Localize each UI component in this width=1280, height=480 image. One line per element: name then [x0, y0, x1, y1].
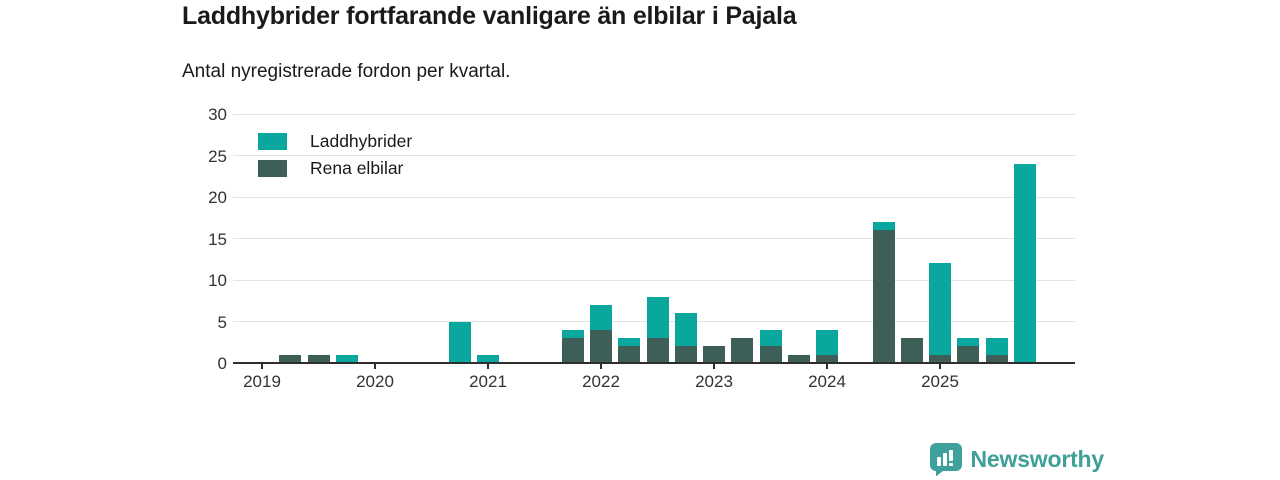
brand-name: Newsworthy: [970, 445, 1105, 472]
gridline: [233, 113, 1075, 115]
bar-segment-laddhybrider: [674, 313, 697, 347]
x-axis-tick: [939, 364, 941, 369]
bar-segment-rena-elbilar: [590, 329, 612, 363]
chart-title: Laddhybrider fortfarande vanligare än el…: [182, 2, 797, 30]
x-axis-tick: [487, 364, 489, 369]
y-tick-label: 10: [208, 271, 227, 290]
bar-segment-rena-elbilar: [646, 338, 669, 363]
laddhybrider-swatch-icon: [258, 133, 287, 150]
bar-segment-laddhybrider: [618, 338, 641, 347]
x-axis-tick: [374, 364, 376, 369]
chart-subtitle: Antal nyregistrerade fordon per kvartal.: [182, 61, 511, 82]
bar-segment-laddhybrider: [561, 329, 584, 339]
bar-segment-rena-elbilar: [703, 346, 725, 363]
bar-segment-laddhybrider: [929, 263, 951, 355]
x-tick-label: 2019: [243, 372, 281, 391]
gridline: [233, 238, 1075, 239]
bar-segment-rena-elbilar: [307, 354, 330, 363]
bar-segment-rena-elbilar: [618, 346, 641, 363]
x-axis-tick: [826, 364, 828, 369]
bar-segment-laddhybrider: [448, 321, 471, 363]
bar-segment-rena-elbilar: [985, 354, 1008, 363]
bar-segment-rena-elbilar: [872, 230, 895, 363]
legend-label: Laddhybrider: [310, 131, 413, 151]
bar-segment-laddhybrider: [1013, 163, 1036, 363]
x-tick-label: 2025: [921, 372, 959, 391]
y-tick-label: 25: [208, 146, 227, 166]
bar-segment-laddhybrider: [335, 354, 358, 363]
y-tick-label: 0: [217, 354, 227, 373]
rena-elbilar-swatch-icon: [258, 160, 287, 177]
bar-segment-laddhybrider: [816, 329, 838, 355]
bar-segment-laddhybrider: [646, 296, 669, 339]
x-tick-label: 2023: [695, 372, 733, 391]
bar-segment-rena-elbilar: [929, 354, 951, 363]
chart-legend: Laddhybrider Rena elbilar: [258, 128, 412, 182]
newsworthy-logo[interactable]: Newsworthy: [929, 442, 1104, 476]
gridline: [233, 196, 1075, 198]
x-axis-tick: [600, 364, 602, 369]
legend-item-laddhybrider: Laddhybrider: [258, 128, 412, 155]
x-tick-label: 2022: [582, 372, 620, 391]
bar-segment-rena-elbilar: [787, 354, 810, 363]
bar-segment-rena-elbilar: [957, 346, 980, 363]
y-tick-label: 20: [208, 188, 227, 207]
x-axis-tick: [261, 364, 263, 369]
bar-segment-rena-elbilar: [816, 354, 838, 363]
bar-segment-rena-elbilar: [279, 354, 302, 363]
bar-segment-rena-elbilar: [674, 346, 697, 363]
bar-segment-laddhybrider: [477, 354, 499, 363]
bar-segment-rena-elbilar: [900, 338, 923, 363]
legend-item-rena-elbilar: Rena elbilar: [258, 155, 412, 182]
bar-segment-laddhybrider: [985, 338, 1008, 355]
x-tick-label: 2024: [808, 372, 846, 391]
x-tick-label: 2021: [469, 372, 507, 391]
gridline: [233, 279, 1075, 281]
bar-segment-laddhybrider: [590, 304, 612, 330]
bar-segment-laddhybrider: [759, 329, 782, 347]
bar-segment-laddhybrider: [872, 221, 895, 231]
x-axis-line: [233, 362, 1075, 364]
bar-segment-rena-elbilar: [731, 338, 754, 363]
gridline: [233, 155, 1075, 156]
legend-label: Rena elbilar: [310, 158, 404, 178]
x-tick-label: 2020: [356, 372, 394, 391]
y-tick-label: 30: [208, 105, 227, 124]
bar-segment-laddhybrider: [957, 338, 980, 347]
y-tick-label: 5: [217, 312, 227, 332]
y-tick-label: 15: [208, 229, 227, 249]
bar-segment-rena-elbilar: [759, 346, 782, 363]
bar-segment-rena-elbilar: [561, 338, 584, 363]
bar-chart-pin-icon: [929, 442, 963, 476]
x-axis-tick: [713, 364, 715, 369]
